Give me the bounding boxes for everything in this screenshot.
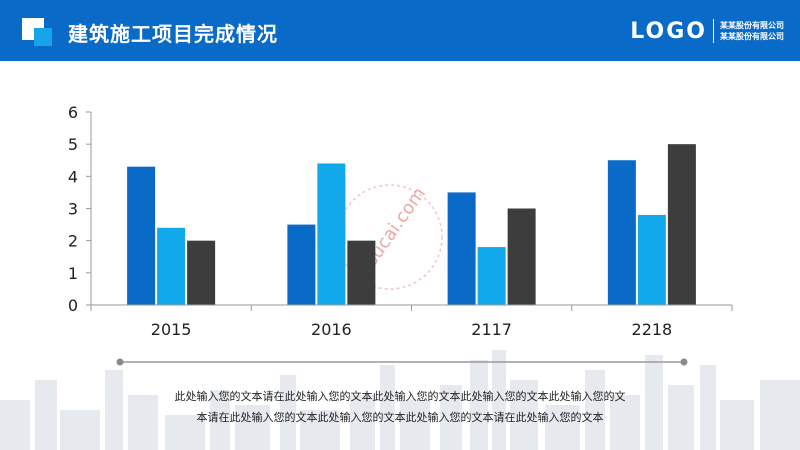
brand-squares-icon: [22, 18, 54, 50]
company-line-2: 某某股份有限公司: [720, 32, 784, 41]
timeline-start-dot: [116, 358, 124, 366]
bars-group: [127, 144, 696, 305]
logo-divider: [713, 19, 714, 43]
bar-2218-series-3: [667, 144, 696, 305]
y-tick-label: 5: [68, 135, 78, 154]
logo-block: LOGO 某某股份有限公司 某某股份有限公司: [630, 18, 784, 44]
bar-2117-series-1: [447, 192, 476, 305]
company-name: 某某股份有限公司 某某股份有限公司: [720, 20, 784, 42]
bar-2015-series-2: [157, 227, 186, 305]
timeline-end-dot: [680, 358, 688, 366]
bar-2015-series-3: [187, 240, 216, 305]
timeline-divider: [116, 358, 688, 366]
y-tick-label: 1: [68, 264, 78, 283]
bar-2117-series-2: [477, 247, 506, 305]
bar-2016-series-3: [347, 240, 376, 305]
bar-2016-series-2: [317, 163, 346, 305]
y-tick-label: 6: [68, 103, 78, 122]
y-tick-label: 2: [68, 232, 78, 251]
bar-2016-series-1: [287, 224, 316, 305]
footer-line-2: 本请在此处输入您的文本此处输入您的文本此处输入您的文本请在此处输入您的文本: [196, 411, 604, 424]
x-tick-label-2117: 2117: [471, 320, 512, 339]
bar-2117-series-3: [507, 208, 536, 305]
x-tick-label-2016: 2016: [311, 320, 352, 339]
logo-text: LOGO: [630, 18, 707, 44]
y-tick-label: 0: [68, 296, 78, 315]
x-tick-label-2015: 2015: [151, 320, 192, 339]
bar-2218-series-2: [637, 214, 666, 305]
y-tick-label: 4: [68, 167, 78, 186]
footer-text: 此处输入您的文本请在此处输入您的文本此处输入您的文本此处输入您的文本此处输入您的…: [100, 386, 700, 428]
axes-group: 0 1 2 3 4 5 6 2015 2016 2117 2218: [68, 103, 733, 339]
x-tick-label-2218: 2218: [632, 320, 673, 339]
page-title: 建筑施工项目完成情况: [68, 22, 278, 46]
header-bar: 建筑施工项目完成情况 LOGO 某某股份有限公司 某某股份有限公司: [0, 0, 800, 61]
city-skyline-background: [0, 350, 800, 450]
y-tick-label: 3: [68, 200, 78, 219]
bar-2218-series-1: [607, 160, 636, 305]
footer-line-1: 此处输入您的文本请在此处输入您的文本此处输入您的文本此处输入您的文本此处输入您的…: [174, 390, 626, 403]
company-line-1: 某某股份有限公司: [720, 21, 784, 30]
bar-2015-series-1: [127, 166, 156, 305]
